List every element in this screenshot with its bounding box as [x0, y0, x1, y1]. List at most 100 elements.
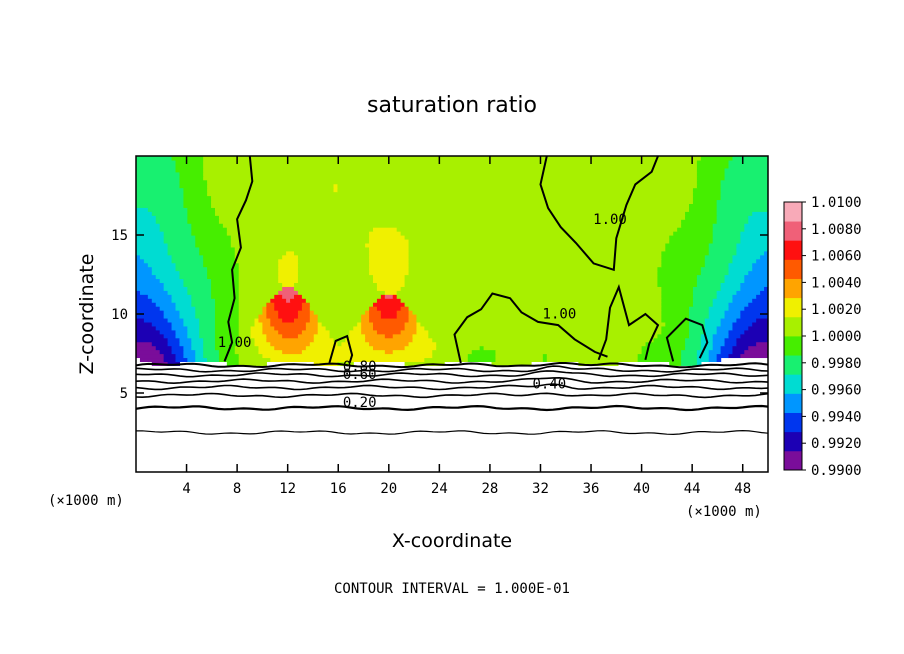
field-cell: [404, 345, 437, 351]
field-cell: [365, 242, 410, 248]
field-cell: [400, 329, 418, 335]
field-cell: [712, 223, 745, 228]
field-cell: [175, 333, 188, 339]
field-cell: [155, 215, 188, 220]
field-cell: [716, 325, 734, 331]
field-cell: [171, 325, 188, 331]
field-cell: [159, 227, 192, 232]
field-cell: [282, 286, 295, 291]
field-cell: [175, 306, 196, 311]
field-cell: [392, 349, 433, 355]
field-cell: [373, 321, 406, 327]
field-cell: [720, 195, 768, 201]
field-cell: [191, 227, 228, 232]
field-cell: [408, 250, 662, 256]
field-cell: [736, 317, 757, 323]
field-cell: [479, 345, 485, 351]
field-cell: [294, 294, 303, 299]
field-cell: [732, 345, 749, 351]
field-cell: [716, 199, 768, 204]
field-cell: [408, 314, 418, 319]
field-cell: [139, 357, 165, 362]
field-cell: [681, 361, 698, 366]
field-cell: [408, 341, 437, 347]
field-cell: [238, 286, 283, 291]
field-cell: [278, 266, 299, 272]
field-cell: [728, 329, 745, 335]
field-cell: [756, 317, 768, 323]
field-cell: [692, 294, 718, 299]
field-cell: [380, 314, 398, 319]
field-cell: [424, 325, 662, 331]
field-cell: [704, 258, 734, 264]
field-cell: [313, 333, 331, 339]
field-cell: [700, 266, 730, 272]
field-cell: [736, 246, 768, 252]
field-cell: [278, 310, 299, 315]
field-cell: [230, 235, 370, 240]
field-cell: [681, 357, 698, 362]
field-cell: [752, 266, 768, 272]
field-cell: [408, 310, 414, 315]
field-cell: [692, 199, 718, 204]
contour-interval-note: CONTOUR INTERVAL = 1.000E-01: [334, 581, 570, 597]
field-cell: [692, 187, 722, 193]
field-cell: [708, 306, 730, 311]
field-cell: [290, 298, 307, 303]
field-cell: [712, 341, 726, 347]
field-cell: [136, 302, 157, 307]
field-cell: [661, 310, 690, 315]
field-cell: [728, 302, 749, 307]
field-cell: [760, 290, 768, 295]
field-cell: [258, 314, 267, 319]
field-cell: [744, 223, 768, 228]
contour-line: [136, 376, 768, 385]
field-cell: [692, 286, 722, 291]
colorbar-swatch: [784, 259, 802, 279]
field-cell: [732, 254, 761, 260]
field-cell: [203, 163, 698, 169]
field-cell: [696, 171, 726, 177]
field-cell: [740, 235, 768, 240]
field-cell: [400, 306, 410, 311]
field-cell: [736, 341, 757, 347]
field-cell: [151, 266, 177, 272]
field-cell: [136, 250, 169, 256]
field-cell: [736, 250, 765, 256]
field-cell: [207, 179, 698, 185]
field-cell: [136, 235, 165, 240]
colorbar-swatch: [784, 336, 802, 356]
field-cell: [696, 274, 726, 280]
field-cell: [163, 286, 188, 291]
field-cell: [732, 258, 757, 264]
field-cell: [764, 286, 768, 291]
field-cell: [203, 337, 216, 343]
field-cell: [266, 306, 275, 311]
field-cell: [238, 321, 256, 327]
field-cell: [187, 333, 200, 339]
field-cell: [136, 191, 184, 197]
field-cell: [661, 258, 706, 264]
field-cell: [724, 167, 768, 173]
field-cell: [187, 325, 200, 331]
field-cell: [369, 258, 410, 264]
field-cell: [376, 329, 402, 335]
field-cell: [716, 207, 768, 212]
field-cell: [309, 317, 319, 323]
field-cell: [301, 349, 386, 355]
field-cell: [657, 270, 702, 276]
field-cell: [266, 314, 279, 319]
field-cell: [720, 286, 741, 291]
field-cell: [657, 282, 698, 287]
field-cell: [696, 282, 722, 287]
field-cell: [404, 321, 418, 327]
field-cell: [740, 231, 768, 236]
field-cell: [171, 345, 184, 351]
field-cell: [136, 337, 169, 343]
field-cell: [175, 266, 208, 272]
field-cell: [139, 254, 173, 260]
field-cell: [708, 310, 726, 315]
field-cell: [728, 270, 749, 276]
field-cell: [637, 357, 682, 362]
field-cell: [183, 321, 200, 327]
